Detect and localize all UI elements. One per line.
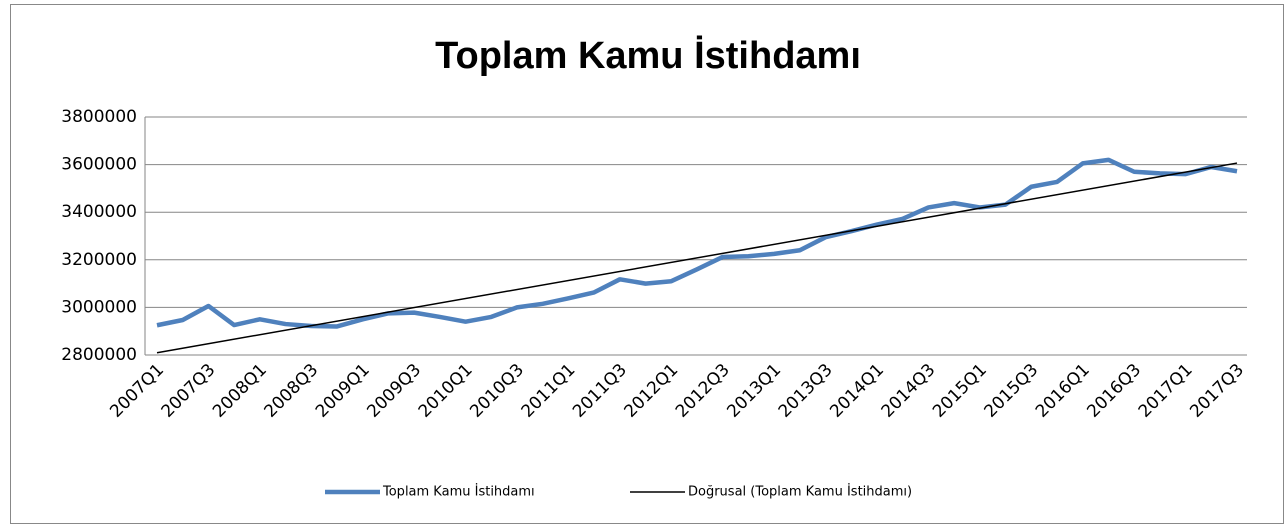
legend-label: Toplam Kamu İstihdamı — [382, 484, 535, 500]
y-tick-label: 3000000 — [61, 297, 137, 317]
chart-title: Toplam Kamu İstihdamı — [435, 35, 861, 77]
y-tick-label: 3400000 — [61, 202, 137, 222]
y-tick-label: 3600000 — [61, 155, 137, 175]
legend-label: Doğrusal (Toplam Kamu İstihdamı) — [688, 484, 912, 500]
chart-frame — [10, 4, 1284, 524]
trend-line — [156, 162, 1238, 354]
data-line — [156, 157, 1238, 329]
y-tick-label: 3800000 — [61, 107, 137, 127]
y-tick-label: 2800000 — [61, 345, 137, 365]
y-tick-label: 3200000 — [61, 250, 137, 270]
